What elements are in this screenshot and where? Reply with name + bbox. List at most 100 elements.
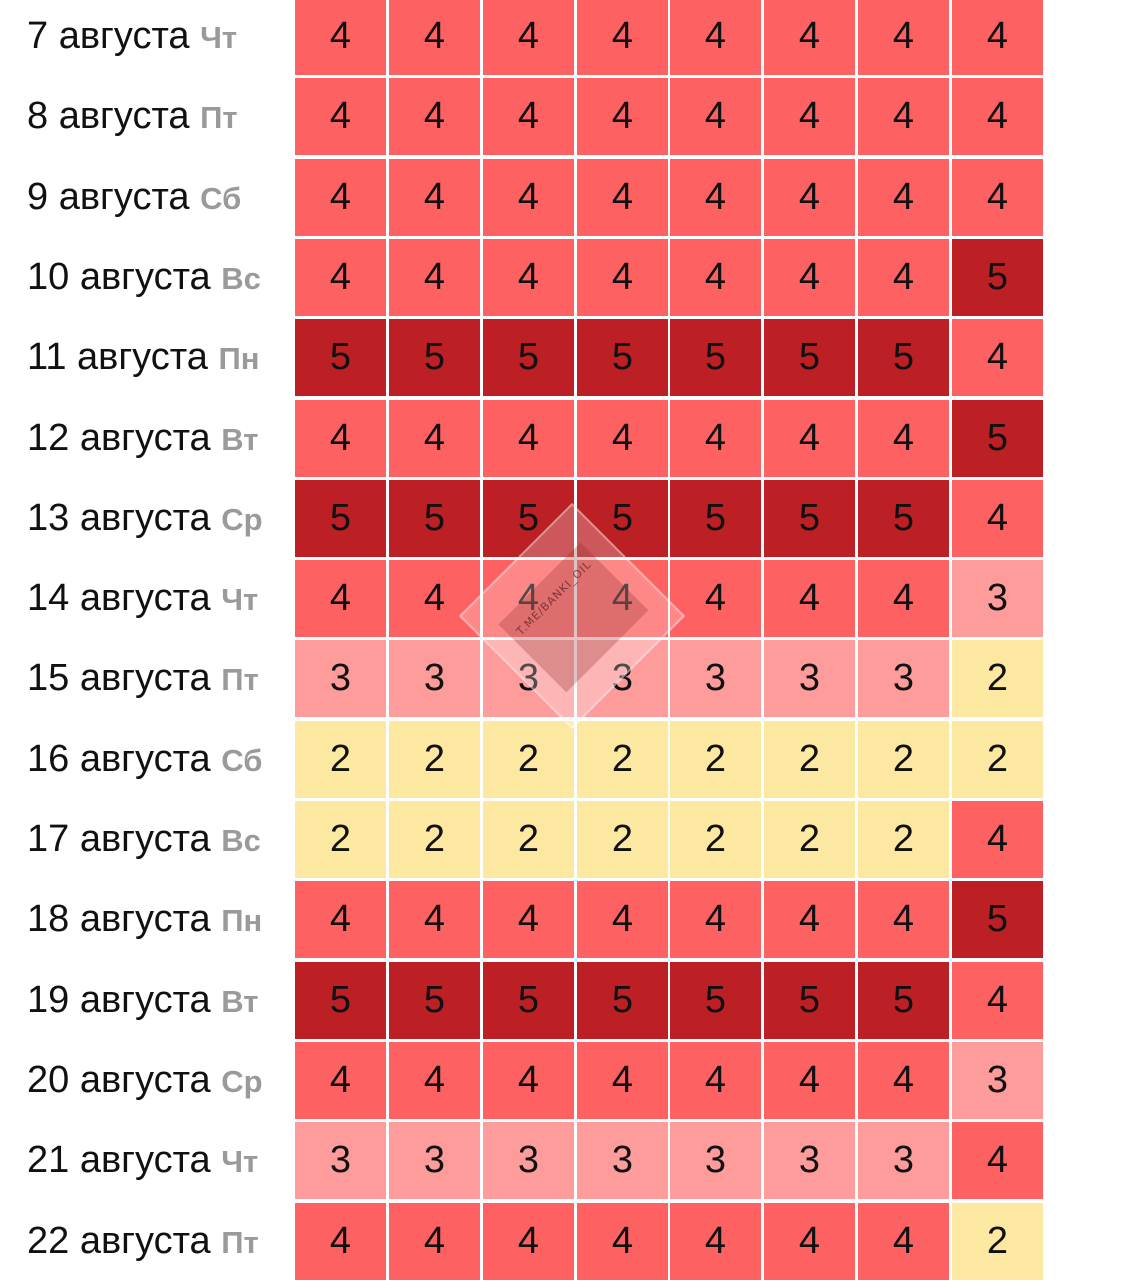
- row-weekday: Чт: [221, 1144, 259, 1180]
- heatmap-cell: 4: [483, 1041, 574, 1119]
- heatmap-cell: 3: [483, 1122, 574, 1200]
- heatmap-cell: 5: [295, 479, 386, 557]
- heatmap-cell: 4: [577, 0, 668, 75]
- row-label: 15 августа Пт: [27, 640, 259, 717]
- heatmap-cell: 4: [858, 238, 949, 316]
- heatmap-cell: 4: [764, 1202, 855, 1280]
- row-label: 18 августа Пн: [27, 881, 262, 958]
- heatmap-cell: 2: [670, 720, 761, 798]
- row-date: 10 августа: [27, 255, 222, 298]
- heatmap-cell: 2: [670, 801, 761, 878]
- heatmap-cell: 4: [483, 0, 574, 75]
- row-date: 14 августа: [27, 577, 222, 620]
- heatmap-cell: 4: [764, 238, 855, 316]
- row-label: 12 августа Вт: [27, 400, 258, 477]
- row-date: 22 августа: [27, 1219, 222, 1262]
- heatmap-cell: 4: [295, 158, 386, 236]
- heatmap-cell: 4: [670, 78, 761, 156]
- row-weekday: Пт: [200, 100, 238, 136]
- heatmap-cell: 4: [764, 78, 855, 156]
- heatmap-cell: 5: [670, 319, 761, 397]
- heatmap-cell: 3: [952, 560, 1043, 638]
- row-date: 16 августа: [27, 737, 222, 780]
- row-weekday: Чт: [221, 582, 259, 618]
- heatmap-cell: 4: [483, 238, 574, 316]
- heatmap-cell: 4: [389, 0, 480, 75]
- heatmap-cell: 4: [858, 1041, 949, 1119]
- row-label: 14 августа Чт: [27, 560, 258, 637]
- row-weekday: Пт: [221, 1224, 259, 1260]
- heatmap-cell: 5: [858, 479, 949, 557]
- heatmap-cell: 3: [670, 640, 761, 718]
- heatmap-cell: 2: [483, 720, 574, 798]
- heatmap-cell: 4: [952, 961, 1043, 1039]
- heatmap-cell: 5: [952, 881, 1043, 959]
- row-label: 13 августа Ср: [27, 480, 263, 557]
- row-weekday: Сб: [221, 742, 263, 778]
- row-date: 9 августа: [27, 175, 201, 218]
- heatmap-cell: 4: [483, 1202, 574, 1280]
- heatmap-cell: 4: [764, 0, 855, 75]
- heatmap-cell: 5: [483, 479, 574, 557]
- row-weekday: Вт: [221, 983, 259, 1019]
- heatmap-cell: 3: [389, 640, 480, 718]
- heatmap-cell: 4: [670, 1041, 761, 1119]
- heatmap-cell: 2: [389, 720, 480, 798]
- heatmap-cell: 4: [952, 479, 1043, 557]
- heatmap-cell: 2: [858, 801, 949, 878]
- heatmap-cell: 5: [764, 961, 855, 1039]
- heatmap-cell: 4: [577, 238, 668, 316]
- heatmap-cell: 3: [670, 1122, 761, 1200]
- heatmap-cell: 4: [389, 881, 480, 959]
- heatmap-cell: 3: [295, 640, 386, 718]
- row-label: 8 августа Пт: [27, 78, 238, 155]
- heatmap-cell: 4: [952, 1122, 1043, 1200]
- heatmap-cell: 4: [483, 78, 574, 156]
- heatmap-cell: 3: [389, 1122, 480, 1200]
- row-weekday: Пт: [221, 662, 259, 698]
- heatmap-cell: 4: [389, 560, 480, 638]
- heatmap-cell: 4: [858, 881, 949, 959]
- heatmap-cell: 4: [858, 0, 949, 75]
- heatmap-cell: 4: [577, 78, 668, 156]
- heatmap-cell: 2: [577, 801, 668, 878]
- row-date: 15 августа: [27, 657, 222, 700]
- heatmap-cell: 4: [670, 881, 761, 959]
- heatmap-cell: 4: [483, 158, 574, 236]
- row-date: 20 августа: [27, 1058, 222, 1101]
- row-label: 22 августа Пт: [27, 1203, 259, 1280]
- heatmap-cell: 4: [389, 158, 480, 236]
- heatmap-cell: 3: [577, 640, 668, 718]
- heatmap-cell: 4: [483, 560, 574, 638]
- heatmap-cell: 5: [670, 961, 761, 1039]
- row-weekday: Чт: [200, 20, 238, 55]
- heatmap-cell: 4: [858, 78, 949, 156]
- heatmap-cell: 5: [858, 961, 949, 1039]
- heatmap-cell: 4: [295, 238, 386, 316]
- row-label: 9 августа Сб: [27, 159, 241, 236]
- heatmap-cell: 5: [670, 479, 761, 557]
- heatmap-cell: 4: [858, 158, 949, 236]
- heatmap-cell: 2: [952, 640, 1043, 718]
- row-weekday: Сб: [200, 180, 242, 216]
- heatmap-cell: 4: [295, 560, 386, 638]
- row-date: 13 августа: [27, 496, 222, 539]
- heatmap-cell: 4: [670, 238, 761, 316]
- heatmap-cell: 4: [670, 399, 761, 477]
- heatmap-cell: 4: [952, 158, 1043, 236]
- heatmap-cell: 2: [295, 801, 386, 878]
- heatmap-cell: 4: [295, 0, 386, 75]
- row-weekday: Вс: [221, 823, 261, 858]
- heatmap-cell: 4: [764, 881, 855, 959]
- heatmap-cell: 3: [764, 640, 855, 718]
- heatmap-cell: 2: [389, 801, 480, 878]
- row-weekday: Вс: [221, 260, 261, 296]
- heatmap-cell: 2: [483, 801, 574, 878]
- heatmap-cell: 4: [483, 399, 574, 477]
- row-weekday: Вт: [221, 421, 259, 457]
- row-date: 12 августа: [27, 416, 222, 459]
- heatmap-cell: 4: [952, 319, 1043, 397]
- row-label: 17 августа Вс: [27, 801, 261, 878]
- heatmap-cell: 5: [577, 319, 668, 397]
- heatmap-cell: 5: [389, 319, 480, 397]
